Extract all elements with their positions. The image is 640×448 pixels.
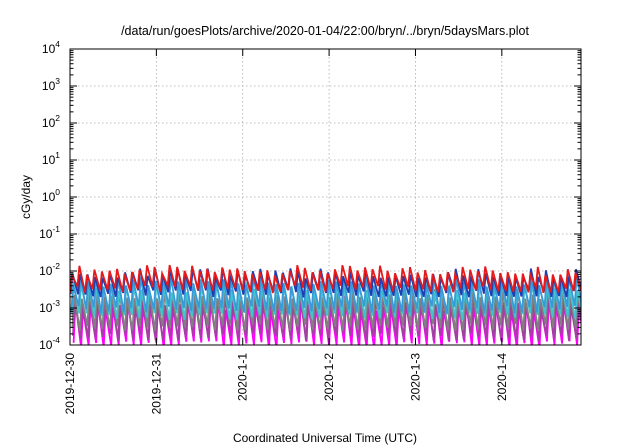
y-tick-exponent: 4: [55, 39, 60, 49]
y-tick-label: 10-2: [39, 261, 60, 278]
y-tick-exponent: -4: [52, 335, 60, 345]
y-tick-exponent: 3: [55, 76, 60, 86]
y-tick-base: 10: [42, 116, 56, 130]
y-tick-base: 10: [42, 79, 56, 93]
y-tick-base: 10: [39, 264, 53, 278]
y-tick-exponent: -1: [52, 224, 60, 234]
y-tick-label: 100: [42, 187, 60, 204]
y-tick-label: 103: [42, 76, 60, 93]
y-tick-label: 10-4: [39, 335, 60, 352]
y-axis-label: cGy/day: [19, 175, 33, 219]
y-tick-base: 10: [39, 338, 53, 352]
y-tick-base: 10: [39, 227, 53, 241]
y-tick-exponent: 2: [55, 113, 60, 123]
x-tick-label: 2020-1-3: [408, 353, 422, 401]
y-tick-exponent: -2: [52, 261, 60, 271]
x-axis: 2019-12-30 2019-12-31 2020-1-1 2020-1-2 2020…: [63, 49, 509, 414]
series-line: [71, 288, 581, 332]
y-tick-label: 101: [42, 150, 60, 167]
series-line: [72, 295, 581, 342]
chart-title: /data/run/goesPlots/archive/2020-01-04/2…: [121, 24, 529, 38]
series-line: [70, 276, 581, 314]
y-tick-base: 10: [39, 301, 53, 315]
x-tick-label: 2019-12-31: [149, 353, 163, 415]
y-tick-label: 10-1: [39, 224, 60, 241]
x-tick-label: 2020-1-1: [236, 353, 250, 401]
y-tick-exponent: -3: [52, 298, 60, 308]
y-tick-label: 10-3: [39, 298, 60, 315]
y-tick-label: 102: [42, 113, 60, 130]
y-tick-exponent: 1: [55, 150, 60, 160]
series-line: [70, 264, 581, 294]
x-tick-label: 2019-12-30: [63, 353, 77, 415]
x-tick-label: 2020-1-2: [322, 353, 336, 401]
y-tick-exponent: 0: [55, 187, 60, 197]
x-axis-label: Coordinated Universal Time (UTC): [233, 431, 417, 445]
x-tick-label: 2020-1-4: [495, 353, 509, 401]
y-tick-label: 104: [42, 39, 60, 56]
series-layer: [70, 264, 581, 345]
y-tick-base: 10: [42, 42, 56, 56]
y-tick-base: 10: [42, 153, 56, 167]
y-tick-base: 10: [42, 190, 56, 204]
